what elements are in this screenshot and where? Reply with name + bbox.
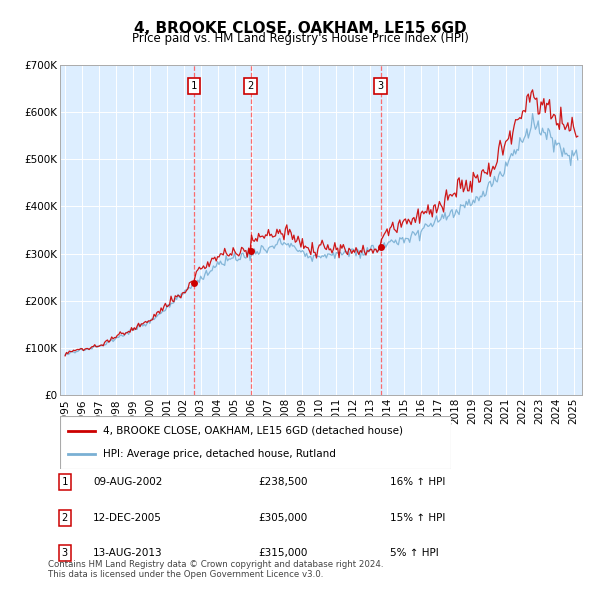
Text: 12-DEC-2005: 12-DEC-2005 — [93, 513, 162, 523]
Text: Contains HM Land Registry data © Crown copyright and database right 2024.
This d: Contains HM Land Registry data © Crown c… — [48, 560, 383, 579]
Text: 2: 2 — [62, 513, 68, 523]
Text: 1: 1 — [191, 81, 197, 91]
Text: £238,500: £238,500 — [258, 477, 308, 487]
Text: 15% ↑ HPI: 15% ↑ HPI — [390, 513, 445, 523]
Text: 16% ↑ HPI: 16% ↑ HPI — [390, 477, 445, 487]
Text: £315,000: £315,000 — [258, 548, 307, 558]
Text: 4, BROOKE CLOSE, OAKHAM, LE15 6GD: 4, BROOKE CLOSE, OAKHAM, LE15 6GD — [134, 21, 466, 35]
Text: 3: 3 — [377, 81, 384, 91]
Text: Price paid vs. HM Land Registry's House Price Index (HPI): Price paid vs. HM Land Registry's House … — [131, 32, 469, 45]
Text: £305,000: £305,000 — [258, 513, 307, 523]
Text: 3: 3 — [62, 548, 68, 558]
Text: 4, BROOKE CLOSE, OAKHAM, LE15 6GD (detached house): 4, BROOKE CLOSE, OAKHAM, LE15 6GD (detac… — [103, 426, 403, 436]
Text: 1: 1 — [62, 477, 68, 487]
Text: 13-AUG-2013: 13-AUG-2013 — [93, 548, 163, 558]
Text: 09-AUG-2002: 09-AUG-2002 — [93, 477, 163, 487]
Text: 5% ↑ HPI: 5% ↑ HPI — [390, 548, 439, 558]
FancyBboxPatch shape — [60, 416, 451, 469]
Text: 2: 2 — [248, 81, 254, 91]
Text: HPI: Average price, detached house, Rutland: HPI: Average price, detached house, Rutl… — [103, 449, 336, 459]
